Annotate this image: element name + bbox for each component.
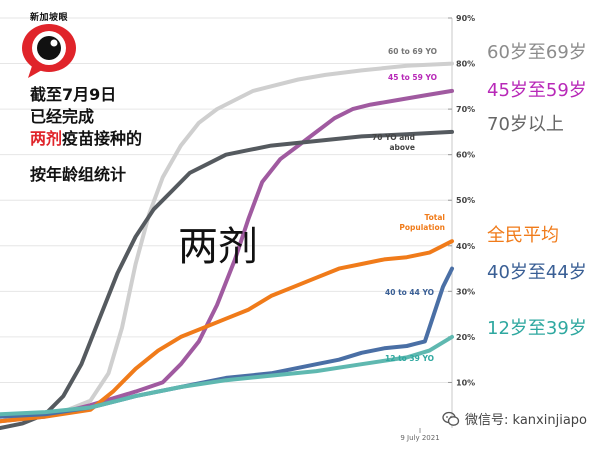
series-line-70-yo-and-above <box>0 129 454 430</box>
title-line-3: 两剂疫苗接种的 <box>30 128 142 150</box>
side-label-total: 全民平均 <box>487 225 559 246</box>
side-label-40-44: 40岁至44岁 <box>487 262 587 283</box>
y-tick-label: 10% <box>456 378 475 387</box>
y-tick-label: 40% <box>456 242 475 251</box>
watermark: 微信号: kanxinjiapo <box>442 409 587 428</box>
series-line-45-to-59-yo <box>0 88 454 424</box>
series-line-total-population <box>0 239 454 424</box>
chart-title: 截至7月9日 已经完成 两剂疫苗接种的 按年龄组统计 <box>30 84 142 186</box>
watermark-text: 微信号: kanxinjiapo <box>465 413 587 428</box>
title-line-3-rest: 疫苗接种的 <box>62 129 143 148</box>
series-inline-label: 70 YO and <box>372 133 415 142</box>
center-label: 两剂 <box>178 224 258 270</box>
side-label-60-69: 60岁至69岁 <box>487 42 587 63</box>
title-line-1: 截至7月9日 <box>30 85 117 104</box>
side-label-70-plus: 70岁以上 <box>487 114 564 135</box>
series-inline-label: 40 to 44 YO <box>385 288 434 297</box>
series-inline-label: 12 to 39 YO <box>385 354 434 363</box>
series-inline-label: Total <box>425 213 446 222</box>
y-tick-label: 30% <box>456 287 475 296</box>
logo-text: 新加坡眼 <box>30 13 69 23</box>
y-tick-label: 70% <box>456 105 475 114</box>
series-inline-label: 60 to 69 YO <box>388 47 437 56</box>
wechat-icon <box>442 411 460 426</box>
y-tick-label: 80% <box>456 60 475 69</box>
side-label-12-39: 12岁至39岁 <box>487 318 587 339</box>
y-tick-label: 60% <box>456 151 475 160</box>
x-axis-label: 9 July 2021 <box>400 434 439 442</box>
series-inline-label: 45 to 59 YO <box>388 73 437 82</box>
title-highlight: 两剂 <box>30 129 63 148</box>
chart-subtitle: 按年龄组统计 <box>30 165 127 184</box>
eye-logo-icon <box>22 24 76 78</box>
y-tick-label: 90% <box>456 14 475 23</box>
series-line-12-to-39-yo <box>0 334 454 417</box>
series-line-60-to-69-yo <box>0 61 454 419</box>
series-inline-label: Population <box>399 223 445 232</box>
series-inline-label: above <box>389 143 415 152</box>
y-tick-label: 20% <box>456 333 475 342</box>
side-label-45-59: 45岁至59岁 <box>487 80 587 101</box>
title-line-2: 已经完成 <box>30 107 95 126</box>
y-tick-label: 50% <box>456 196 475 205</box>
